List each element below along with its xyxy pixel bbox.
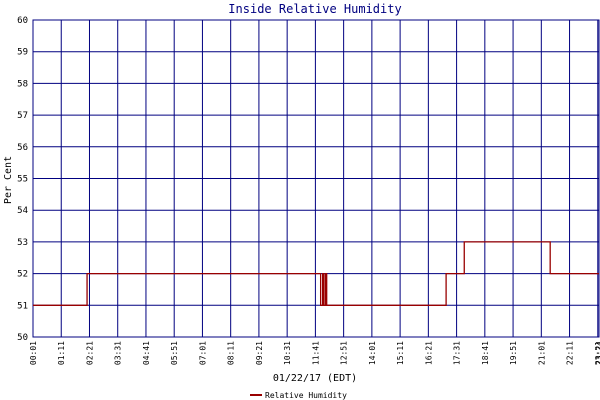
x-tick-label: 14:01 (368, 341, 377, 365)
x-tick-label: 00:01 (29, 341, 38, 365)
y-tick-label: 51 (17, 301, 28, 311)
y-tick-label: 57 (17, 111, 28, 121)
data-line (33, 241, 599, 306)
x-tick-label: 07:01 (198, 341, 207, 365)
y-tick-label: 55 (17, 175, 28, 185)
x-tick-label: 18:41 (481, 341, 490, 365)
x-tick-label: 15:11 (396, 341, 405, 365)
legend-label: Relative Humidity (265, 391, 347, 400)
chart-title: Inside Relative Humidity (228, 2, 401, 16)
y-axis-label: Per Cent (3, 156, 14, 204)
x-tick-label: 02:21 (85, 341, 94, 365)
x-tick-label: 11:41 (311, 341, 320, 365)
y-tick-label: 56 (17, 143, 28, 153)
x-tick-label: 03:31 (114, 341, 123, 365)
y-tick-label: 58 (17, 79, 28, 89)
x-tick-label: 22:11 (566, 341, 575, 365)
x-axis-label: 01/22/17 (EDT) (273, 373, 357, 384)
x-tick-label: 10:31 (283, 341, 292, 365)
y-tick-label: 60 (17, 16, 28, 26)
x-tick-label: 16:21 (424, 341, 433, 365)
x-tick-label: 12:51 (340, 341, 349, 365)
x-tick-label: 17:31 (453, 341, 462, 365)
y-tick-label: 54 (17, 206, 28, 216)
y-tick-label: 53 (17, 238, 28, 248)
x-tick-label: 09:21 (255, 341, 264, 365)
x-tick-label: 05:51 (170, 341, 179, 365)
x-tick-label: 19:51 (509, 341, 518, 365)
x-tick-label: 23:21 (594, 341, 600, 365)
x-tick-label: 01:11 (57, 341, 66, 365)
x-tick-label: 08:11 (227, 341, 236, 365)
y-tick-label: 50 (17, 333, 28, 343)
x-tick-label: 04:41 (142, 341, 151, 365)
y-tick-label: 52 (17, 270, 28, 280)
y-tick-label: 59 (17, 48, 28, 58)
x-tick-label: 23:24 (595, 341, 600, 365)
x-tick-label: 21:01 (537, 341, 546, 365)
